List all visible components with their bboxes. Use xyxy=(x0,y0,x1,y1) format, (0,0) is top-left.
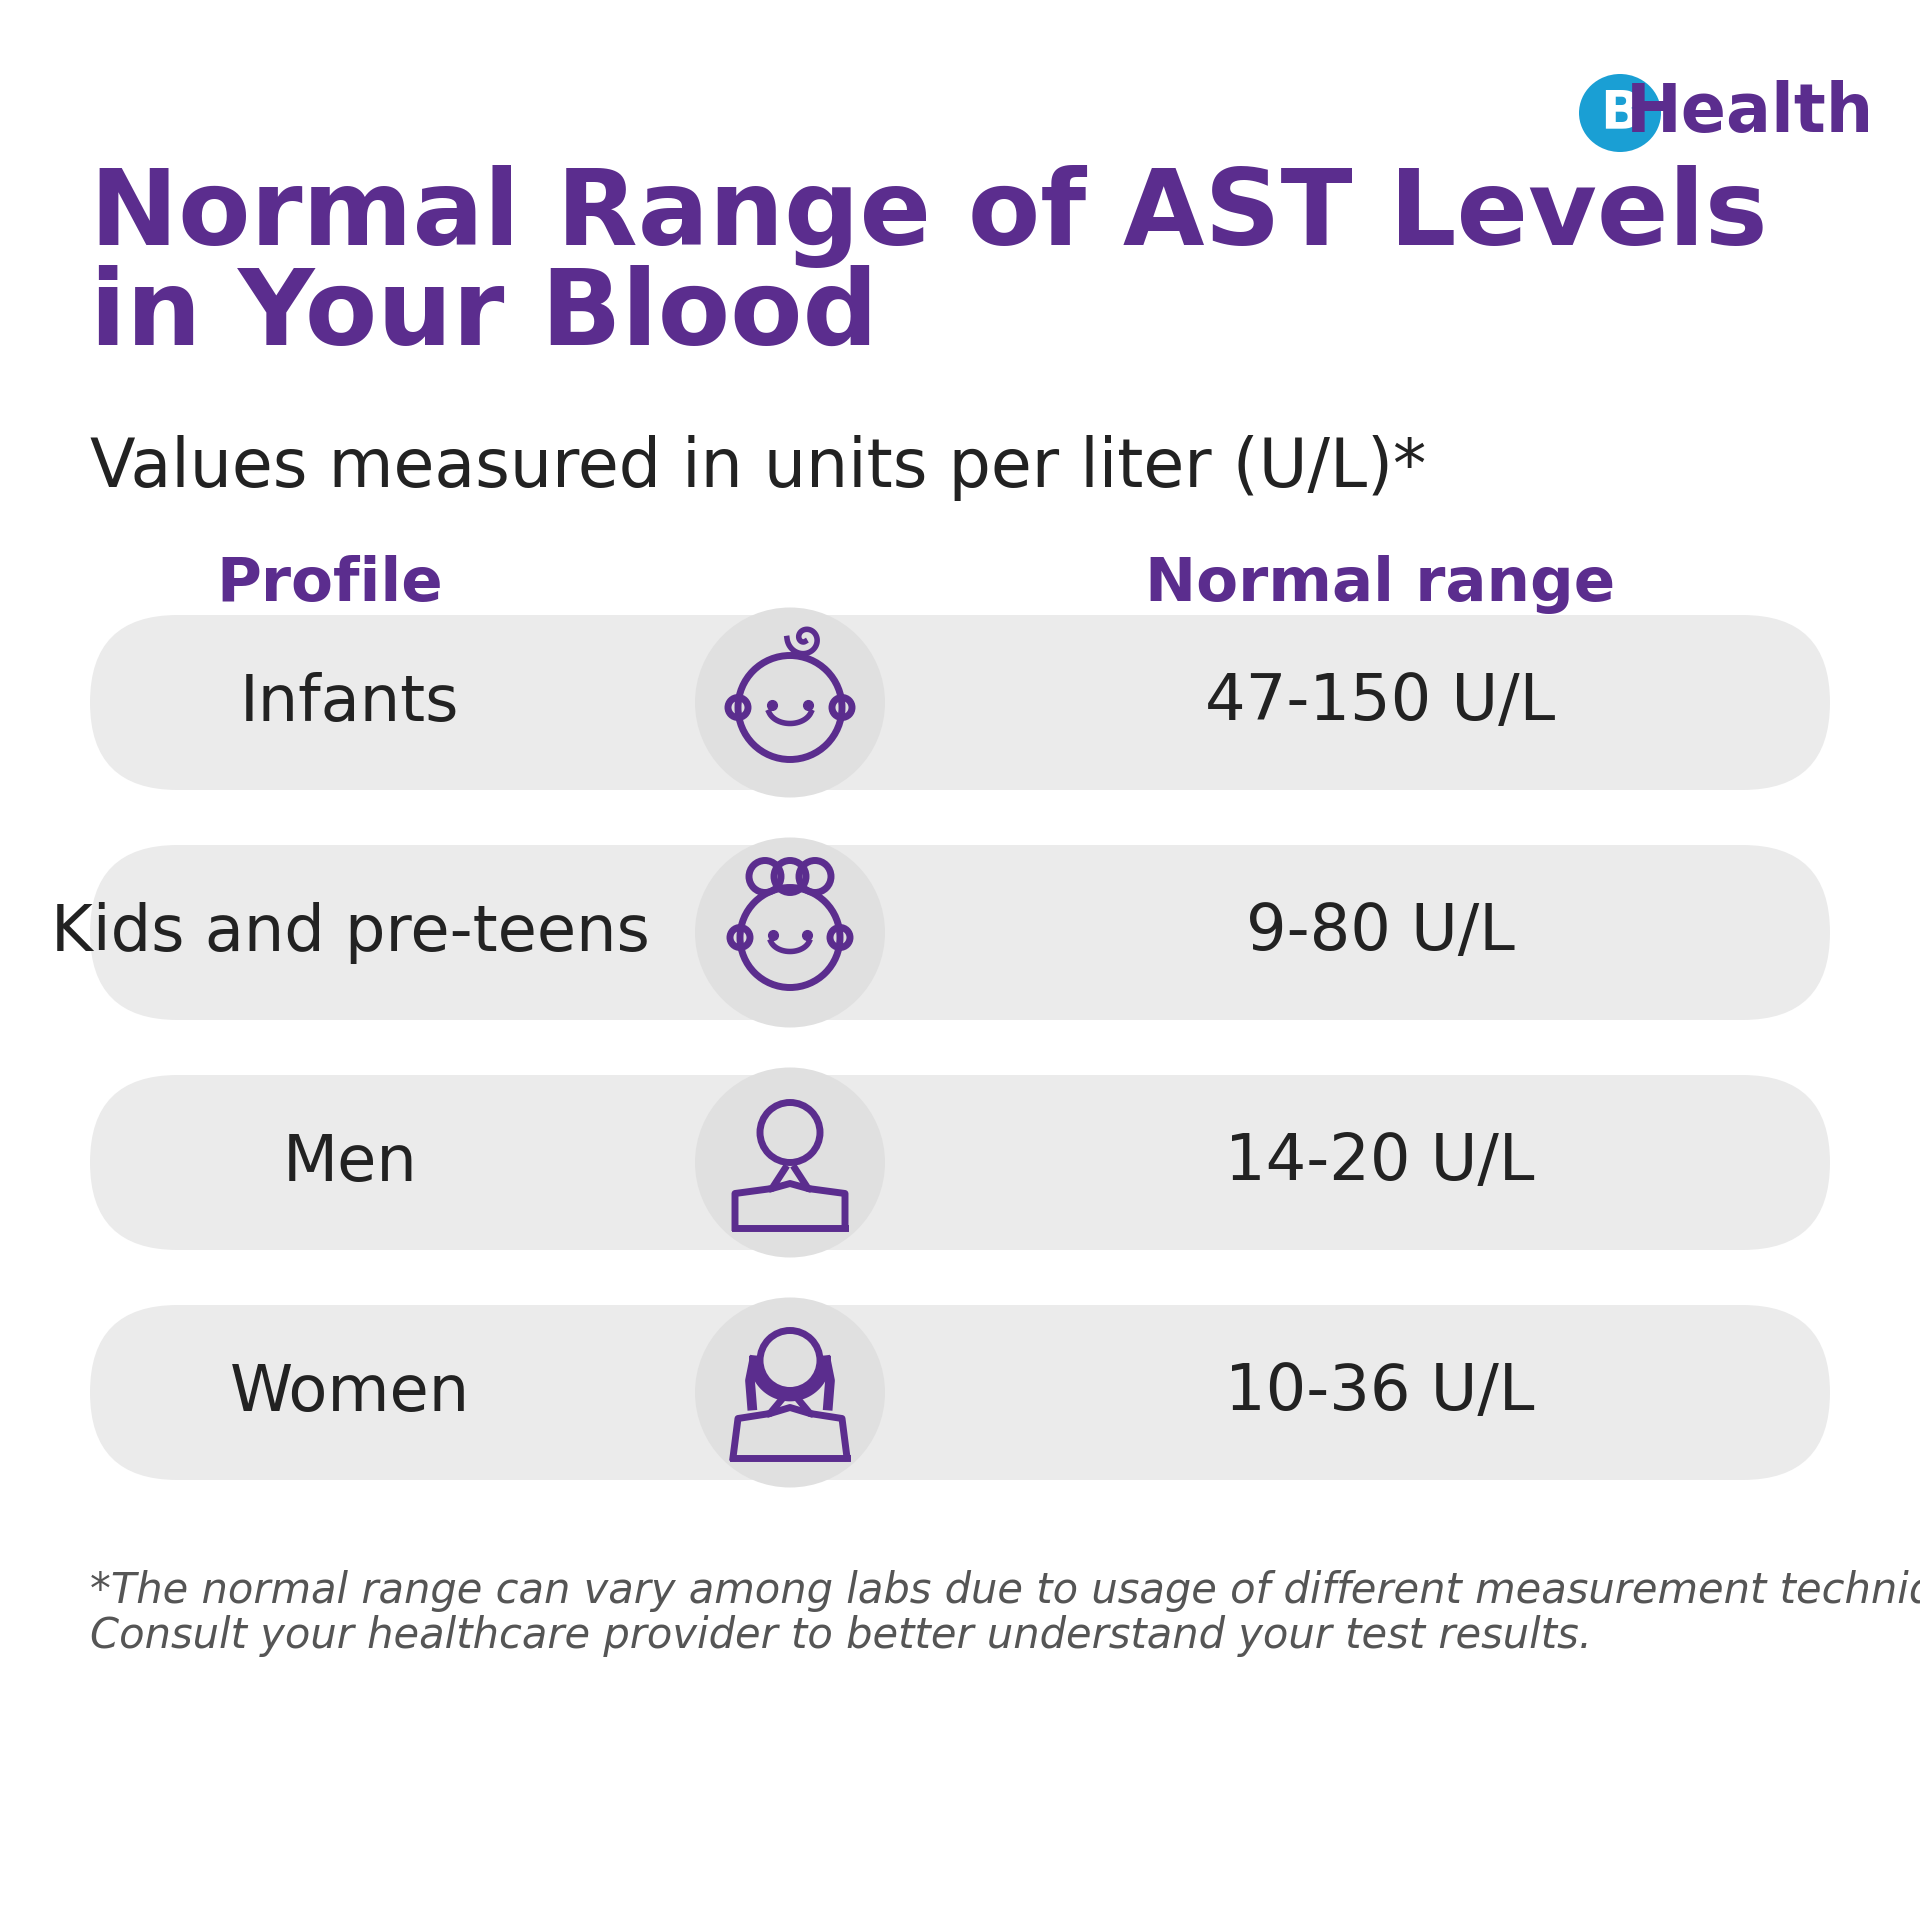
Text: in Your Blood: in Your Blood xyxy=(90,265,877,367)
FancyBboxPatch shape xyxy=(90,1075,1830,1250)
Text: Infants: Infants xyxy=(240,672,459,733)
Text: Health: Health xyxy=(1626,81,1874,146)
Circle shape xyxy=(695,607,885,797)
Text: Normal range: Normal range xyxy=(1144,555,1615,614)
Text: Men: Men xyxy=(282,1131,417,1194)
FancyBboxPatch shape xyxy=(90,1306,1830,1480)
FancyBboxPatch shape xyxy=(90,614,1830,789)
Text: Consult your healthcare provider to better understand your test results.: Consult your healthcare provider to bett… xyxy=(90,1615,1592,1657)
Text: B: B xyxy=(1599,86,1640,138)
Text: Normal Range of AST Levels: Normal Range of AST Levels xyxy=(90,165,1768,269)
Text: Values measured in units per liter (U/L)*: Values measured in units per liter (U/L)… xyxy=(90,436,1427,501)
Text: Profile: Profile xyxy=(217,555,444,614)
Text: 47-150 U/L: 47-150 U/L xyxy=(1206,672,1555,733)
Text: 14-20 U/L: 14-20 U/L xyxy=(1225,1131,1534,1194)
Text: Women: Women xyxy=(230,1361,470,1423)
Circle shape xyxy=(695,1298,885,1488)
Text: 10-36 U/L: 10-36 U/L xyxy=(1225,1361,1534,1423)
Text: Kids and pre-teens: Kids and pre-teens xyxy=(50,902,649,964)
Text: 9-80 U/L: 9-80 U/L xyxy=(1246,902,1515,964)
Circle shape xyxy=(695,1068,885,1258)
Circle shape xyxy=(695,837,885,1027)
FancyBboxPatch shape xyxy=(90,845,1830,1020)
Ellipse shape xyxy=(1578,75,1661,152)
Text: *The normal range can vary among labs due to usage of different measurement tech: *The normal range can vary among labs du… xyxy=(90,1571,1920,1613)
